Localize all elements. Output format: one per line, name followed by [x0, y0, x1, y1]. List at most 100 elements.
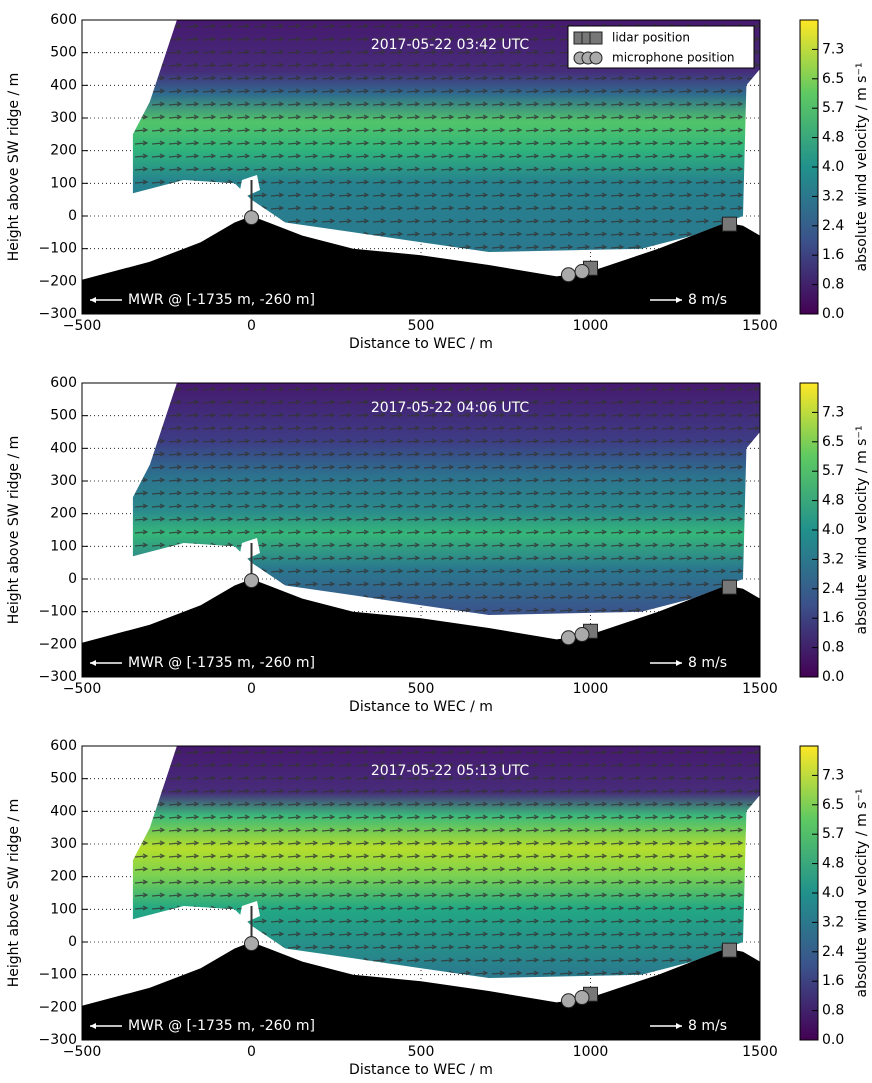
y-tick-label: 300 — [50, 110, 77, 126]
colorbar-tick-label: 4.8 — [822, 130, 844, 146]
panel-title: 2017-05-22 04:06 UTC — [371, 400, 530, 416]
y-tick-label: 400 — [50, 77, 77, 93]
y-tick-label: 600 — [50, 12, 77, 28]
colorbar-tick-label: 1.6 — [822, 973, 844, 989]
y-tick-label: 200 — [50, 506, 77, 522]
x-tick-label: 0 — [247, 1044, 256, 1060]
y-tick-label: −100 — [39, 241, 77, 257]
y-tick-label: 500 — [50, 45, 77, 61]
legend: lidar position microphone position — [567, 25, 755, 69]
x-tick-label: 500 — [408, 681, 435, 697]
colorbar-tick-label: 3.2 — [822, 914, 844, 930]
y-tick-label: 600 — [50, 375, 77, 391]
microphone-marker — [560, 630, 576, 646]
panel-title: 2017-05-22 03:42 UTC — [371, 37, 530, 53]
plot-frame — [81, 745, 761, 1041]
scale-arrow-head — [676, 297, 682, 303]
y-axis-label: Height above SW ridge / m — [6, 73, 22, 262]
annotation: MWR @ [-1735 m, -260 m] — [128, 1018, 315, 1034]
y-tick-label: −200 — [39, 636, 77, 652]
colorbar-tick-label: 2.4 — [822, 944, 844, 960]
mwr-arrow-head — [90, 660, 96, 666]
x-tick-label: 1500 — [742, 318, 778, 334]
colorbar-tick-label: 4.8 — [822, 493, 844, 509]
colorbar-tick-label: 0.0 — [822, 669, 844, 685]
colorbar-tick-label: 4.0 — [822, 159, 844, 175]
lidar-marker — [721, 942, 737, 958]
plot-frame — [81, 382, 761, 678]
x-axis-label: Distance to WEC / m — [349, 1062, 493, 1078]
scale-arrow-head — [676, 660, 682, 666]
y-tick-label: 400 — [50, 440, 77, 456]
legend-label: microphone position — [612, 51, 735, 65]
panel: −500 0 500 1000 1500 −300 −200 −100 0 100 200 300 40… — [6, 738, 778, 1078]
colorbar-tick-label: 0.0 — [822, 306, 844, 322]
colorbar-tick-label: 4.8 — [822, 856, 844, 872]
wind-vectors — [132, 20, 760, 252]
x-tick-label: 1000 — [573, 681, 609, 697]
panel-title: 2017-05-22 05:13 UTC — [371, 763, 530, 779]
mwr-arrow-head — [90, 1023, 96, 1029]
y-tick-label: −300 — [39, 669, 77, 685]
colorbar-label: absolute wind velocity / m s⁻¹ — [854, 789, 870, 998]
y-axis-label: Height above SW ridge / m — [6, 799, 22, 988]
annotation: 8 m/s — [688, 655, 727, 671]
legend-marker — [589, 51, 603, 65]
x-tick-label: −500 — [63, 318, 101, 334]
x-tick-label: 500 — [408, 318, 435, 334]
colorbar-tick-label: 0.0 — [822, 1032, 844, 1048]
microphone-marker — [244, 210, 259, 226]
annotation: MWR @ [-1735 m, -260 m] — [128, 292, 315, 308]
colorbar-tick-label: 6.5 — [822, 434, 844, 450]
colorbar-tick-label: 2.4 — [822, 218, 844, 234]
colorbar-tick-label: 0.8 — [822, 1003, 844, 1019]
panel: −500 0 500 1000 1500 −300 −200 −100 0 100 200 300 40… — [6, 12, 778, 352]
colorbar: 0.0 0.8 1.6 2.4 3.2 4.0 4.8 5.7 6.5 7.3 absolute w… — [799, 745, 870, 1048]
colorbar-tick-label: 7.3 — [822, 767, 844, 783]
y-tick-label: 100 — [50, 175, 77, 191]
colorbar-tick-label: 3.2 — [822, 188, 844, 204]
colorbar-tick-label: 7.3 — [822, 404, 844, 420]
annotation: 8 m/s — [688, 292, 727, 308]
colorbar-tick-label: 2.4 — [822, 581, 844, 597]
y-tick-label: 100 — [50, 538, 77, 554]
colorbar: 0.0 0.8 1.6 2.4 3.2 4.0 4.8 5.7 6.5 7.3 absolute w… — [799, 19, 870, 322]
x-tick-label: −500 — [63, 681, 101, 697]
annotation: 8 m/s — [688, 1018, 727, 1034]
colorbar: 0.0 0.8 1.6 2.4 3.2 4.0 4.8 5.7 6.5 7.3 absolute w… — [799, 382, 870, 685]
annotation: MWR @ [-1735 m, -260 m] — [128, 655, 315, 671]
microphone-marker — [560, 993, 576, 1009]
x-axis-label: Distance to WEC / m — [349, 699, 493, 715]
y-tick-label: −300 — [39, 1032, 77, 1048]
plot-frame — [81, 19, 761, 315]
x-tick-label: 1000 — [573, 318, 609, 334]
colorbar-tick-label: 5.7 — [822, 826, 844, 842]
colorbar-tick-label: 3.2 — [822, 551, 844, 567]
microphone-marker — [574, 264, 590, 280]
y-tick-label: 0 — [68, 571, 77, 587]
y-tick-label: 0 — [68, 208, 77, 224]
legend-marker — [589, 31, 603, 45]
microphone-marker — [574, 990, 590, 1006]
y-tick-label: −100 — [39, 967, 77, 983]
mwr-arrow-head — [90, 297, 96, 303]
colorbar-tick-label: 0.8 — [822, 640, 844, 656]
y-tick-label: 0 — [68, 934, 77, 950]
y-tick-label: 500 — [50, 771, 77, 787]
colorbar-tick-label: 4.0 — [822, 885, 844, 901]
x-tick-label: 1000 — [573, 1044, 609, 1060]
y-axis-label: Height above SW ridge / m — [6, 436, 22, 625]
wind-vectors — [132, 383, 760, 615]
legend-label: lidar position — [612, 31, 690, 45]
x-axis-label: Distance to WEC / m — [349, 336, 493, 352]
colorbar-tick-label: 6.5 — [822, 71, 844, 87]
y-tick-label: 200 — [50, 143, 77, 159]
y-tick-label: 400 — [50, 803, 77, 819]
colorbar-label: absolute wind velocity / m s⁻¹ — [854, 63, 870, 272]
microphone-marker — [244, 936, 259, 952]
wind-vectors — [132, 746, 760, 978]
x-tick-label: 0 — [247, 318, 256, 334]
colorbar-tick-label: 6.5 — [822, 797, 844, 813]
microphone-marker — [560, 267, 576, 283]
x-tick-label: 500 — [408, 1044, 435, 1060]
